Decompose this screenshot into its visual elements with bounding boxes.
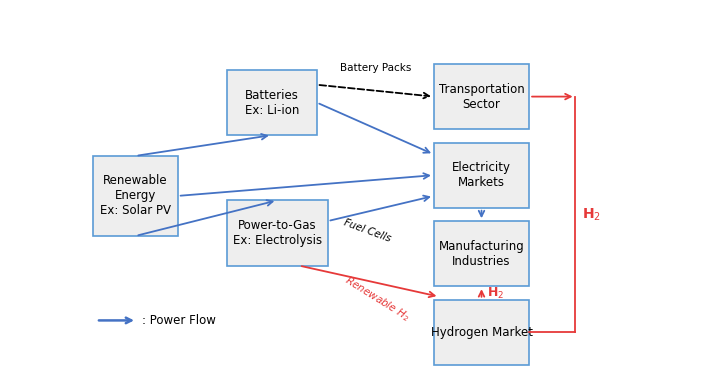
FancyBboxPatch shape	[434, 64, 529, 129]
Text: : Power Flow: : Power Flow	[143, 314, 217, 327]
FancyBboxPatch shape	[93, 156, 178, 236]
Text: Fuel Cells: Fuel Cells	[342, 218, 392, 244]
FancyBboxPatch shape	[434, 300, 529, 365]
FancyBboxPatch shape	[227, 200, 328, 266]
Text: Transportation
Sector: Transportation Sector	[439, 83, 524, 110]
FancyBboxPatch shape	[227, 70, 316, 135]
Text: Renewable H$_2$: Renewable H$_2$	[342, 274, 413, 325]
FancyBboxPatch shape	[434, 221, 529, 286]
Text: Battery Packs: Battery Packs	[340, 63, 411, 73]
Text: H$_2$: H$_2$	[487, 285, 504, 301]
Text: Hydrogen Market: Hydrogen Market	[430, 326, 532, 339]
Text: Electricity
Markets: Electricity Markets	[452, 161, 511, 189]
Text: H$_2$: H$_2$	[582, 206, 601, 223]
Text: Renewable
Energy
Ex: Solar PV: Renewable Energy Ex: Solar PV	[100, 174, 171, 218]
Text: Manufacturing
Industries: Manufacturing Industries	[439, 240, 524, 268]
Text: Batteries
Ex: Li-ion: Batteries Ex: Li-ion	[245, 89, 299, 117]
Text: Power-to-Gas
Ex: Electrolysis: Power-to-Gas Ex: Electrolysis	[233, 219, 322, 247]
FancyBboxPatch shape	[434, 142, 529, 208]
